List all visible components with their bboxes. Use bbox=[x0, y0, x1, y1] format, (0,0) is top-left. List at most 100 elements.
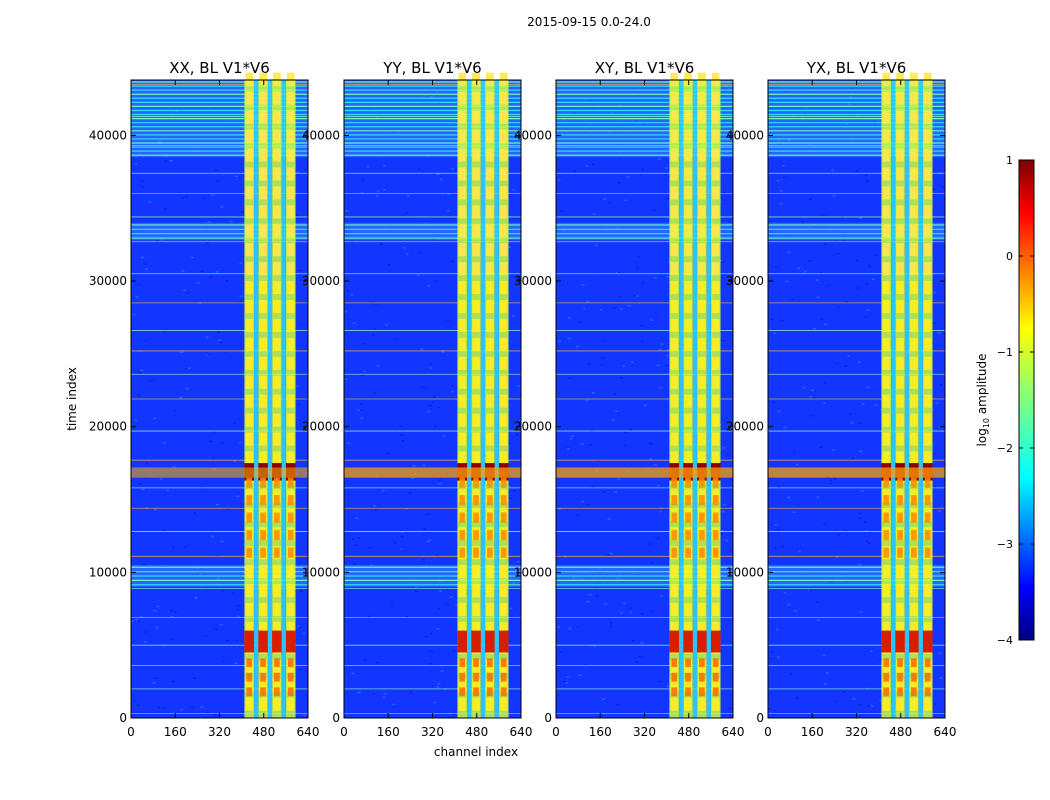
signal-block bbox=[286, 148, 295, 162]
noise-speck bbox=[614, 410, 618, 413]
signal-block bbox=[711, 432, 720, 446]
signal-block bbox=[882, 565, 891, 579]
signal-block bbox=[472, 337, 480, 351]
noise-speck bbox=[659, 595, 663, 597]
signal-block bbox=[698, 72, 706, 86]
signal-block bbox=[273, 565, 281, 579]
noise-speck bbox=[822, 402, 826, 404]
signal-patch bbox=[274, 512, 280, 523]
noise-speck bbox=[132, 313, 136, 316]
signal-patch bbox=[473, 547, 479, 558]
signal-block bbox=[670, 186, 679, 200]
signal-block bbox=[896, 602, 904, 617]
signal-block bbox=[670, 697, 679, 711]
signal-block bbox=[286, 697, 295, 711]
noise-speck bbox=[145, 463, 149, 465]
noise-speck bbox=[618, 295, 622, 298]
x-tick-label: 640 bbox=[934, 725, 957, 739]
noise-speck bbox=[508, 246, 512, 248]
signal-block bbox=[882, 299, 891, 314]
signal-patch bbox=[699, 687, 705, 697]
signal-block bbox=[486, 281, 494, 295]
noise-speck bbox=[569, 437, 573, 440]
noise-speck bbox=[179, 396, 182, 399]
broadband-line bbox=[768, 467, 945, 478]
noise-speck bbox=[593, 645, 596, 647]
noise-speck bbox=[164, 208, 168, 210]
noise-speck bbox=[437, 406, 441, 409]
signal-block bbox=[499, 129, 508, 143]
noise-speck bbox=[238, 441, 242, 444]
noise-speck bbox=[727, 221, 731, 223]
noise-speck bbox=[831, 169, 835, 171]
channel-gap bbox=[918, 80, 923, 718]
signal-block bbox=[458, 167, 467, 181]
signal-block bbox=[499, 281, 508, 295]
noise-speck bbox=[229, 220, 233, 223]
signal-block bbox=[711, 281, 720, 295]
noise-speck bbox=[793, 610, 797, 612]
noise-speck bbox=[401, 531, 404, 533]
noise-speck bbox=[400, 535, 404, 538]
noise-speck bbox=[376, 661, 379, 664]
noise-speck bbox=[557, 626, 560, 628]
noise-speck bbox=[134, 163, 138, 165]
signal-block bbox=[458, 697, 467, 711]
signal-block bbox=[882, 602, 891, 617]
signal-patch bbox=[260, 512, 266, 523]
signal-block bbox=[670, 299, 679, 314]
signal-block bbox=[245, 356, 254, 370]
noise-speck bbox=[234, 662, 238, 665]
signal-block bbox=[458, 72, 467, 86]
noise-speck bbox=[592, 213, 596, 215]
noise-speck bbox=[822, 214, 826, 217]
signal-patch bbox=[274, 477, 280, 488]
signal-patch bbox=[287, 687, 294, 697]
broadband-line bbox=[344, 467, 521, 478]
signal-block bbox=[259, 394, 267, 408]
noise-speck bbox=[592, 392, 595, 394]
noise-speck bbox=[613, 393, 616, 395]
noise-speck bbox=[145, 340, 149, 342]
signal-patch bbox=[911, 687, 917, 697]
x-axis-label: channel index bbox=[434, 745, 518, 759]
x-tick-label: 320 bbox=[208, 725, 231, 739]
noise-speck bbox=[190, 706, 194, 708]
signal-block bbox=[923, 602, 932, 617]
signal-block bbox=[245, 565, 254, 579]
noise-speck bbox=[409, 691, 412, 694]
noise-speck bbox=[816, 296, 820, 298]
signal-block bbox=[472, 394, 480, 408]
colorbar-tick-label: −2 bbox=[997, 442, 1013, 455]
noise-speck bbox=[207, 221, 211, 223]
noise-speck bbox=[793, 451, 797, 454]
signal-block bbox=[923, 565, 932, 579]
signal-block bbox=[458, 413, 467, 427]
noise-speck bbox=[235, 639, 239, 641]
signal-block bbox=[711, 602, 720, 617]
noise-speck bbox=[565, 682, 569, 684]
noise-speck bbox=[451, 260, 455, 263]
signal-patch bbox=[671, 687, 678, 697]
signal-block bbox=[259, 148, 267, 162]
signal-block bbox=[286, 110, 295, 124]
colorbar-label-subscript: 10 bbox=[982, 418, 991, 428]
signal-block bbox=[896, 413, 904, 427]
noise-speck bbox=[131, 531, 134, 534]
signal-block bbox=[499, 205, 508, 219]
signal-patch bbox=[685, 672, 691, 682]
noise-speck bbox=[200, 706, 204, 708]
signal-block bbox=[486, 224, 494, 238]
noise-speck bbox=[211, 456, 215, 459]
channel-gap bbox=[281, 80, 286, 718]
y-tick-label: 10000 bbox=[726, 565, 764, 579]
noise-speck bbox=[383, 693, 387, 695]
noise-speck bbox=[609, 625, 613, 627]
signal-block bbox=[698, 186, 706, 200]
noise-speck bbox=[772, 713, 776, 715]
noise-speck bbox=[652, 209, 656, 211]
noise-speck bbox=[236, 608, 240, 611]
signal-block bbox=[684, 432, 692, 446]
signal-block bbox=[499, 678, 508, 692]
signal-block bbox=[698, 281, 706, 295]
